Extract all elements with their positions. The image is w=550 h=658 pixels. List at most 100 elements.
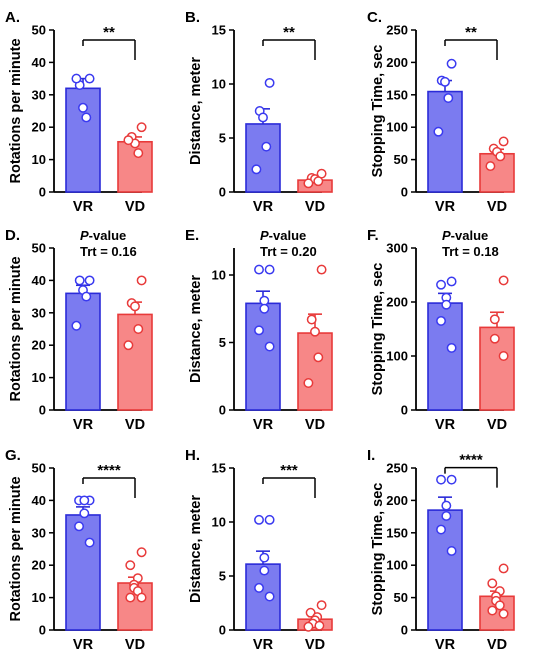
y-tick-label: 200 <box>386 295 408 310</box>
data-point <box>133 324 144 334</box>
x-tick-label: VR <box>73 199 94 215</box>
data-point <box>495 151 506 162</box>
data-point <box>446 58 457 69</box>
panel-label: H. <box>185 447 200 464</box>
y-tick-label: 10 <box>32 590 46 605</box>
x-tick-label: VD <box>487 637 507 653</box>
data-point <box>258 112 268 123</box>
data-point <box>314 620 325 631</box>
data-point <box>441 299 452 310</box>
data-point <box>71 320 82 331</box>
y-tick-label: 50 <box>32 241 46 256</box>
data-point <box>259 565 270 576</box>
data-point <box>136 547 147 558</box>
y-tick-label: 0 <box>219 403 226 418</box>
data-point <box>81 291 92 302</box>
y-tick-label: 0 <box>219 623 226 638</box>
data-point <box>81 112 92 123</box>
significance-stars: **** <box>459 452 483 469</box>
data-point <box>446 474 457 485</box>
data-point <box>446 276 457 287</box>
panel-label: G. <box>5 447 21 464</box>
y-tick-label: 100 <box>386 558 408 573</box>
x-tick-label: VR <box>253 637 274 653</box>
y-tick-label: 15 <box>212 461 226 476</box>
data-point <box>443 93 454 103</box>
data-point <box>264 514 275 525</box>
x-tick-label: VR <box>73 637 94 653</box>
data-point <box>251 164 262 175</box>
data-point <box>79 508 90 519</box>
data-point <box>498 563 509 574</box>
p-value-label: P-value <box>260 228 306 243</box>
x-tick-label: VD <box>487 199 507 215</box>
significance-stars: ** <box>465 24 477 41</box>
bar-vr <box>245 302 281 411</box>
y-tick-label: 0 <box>39 403 46 418</box>
y-tick-label: 0 <box>39 623 46 638</box>
data-point <box>441 511 452 521</box>
data-point <box>71 73 82 84</box>
y-tick-label: 0 <box>401 623 408 638</box>
y-tick-label: 300 <box>386 241 408 256</box>
y-tick-label: 5 <box>219 569 226 584</box>
data-point <box>441 500 452 511</box>
data-point <box>136 122 147 133</box>
y-axis-title: Rotations per minute <box>8 256 24 401</box>
data-point <box>489 333 500 344</box>
data-point <box>485 161 496 172</box>
y-tick-label: 10 <box>212 268 226 283</box>
y-tick-label: 5 <box>219 131 226 146</box>
p-value-trt: Trt = 0.18 <box>442 244 499 259</box>
data-point <box>436 279 446 290</box>
data-point <box>254 582 264 593</box>
bar-vd <box>117 140 153 193</box>
x-tick-label: VR <box>253 199 274 215</box>
p-value-label: P-value <box>442 228 488 243</box>
data-point <box>498 136 509 147</box>
x-tick-label: VR <box>253 417 274 433</box>
y-tick-label: 0 <box>219 185 226 200</box>
data-point <box>130 301 140 312</box>
data-point <box>316 264 327 275</box>
x-tick-label: VD <box>305 417 325 433</box>
data-point <box>74 275 85 286</box>
panel-d: D. Rotations per minute 0 10 20 30 40 50 VR VD P-v… <box>5 227 153 433</box>
data-point <box>436 315 446 326</box>
data-point <box>487 605 498 616</box>
data-point <box>259 303 270 314</box>
panel-a: A. Rotations per minute 0 10 20 30 40 50 VR VD ** <box>5 9 153 215</box>
data-point <box>313 352 324 363</box>
data-point <box>487 578 498 589</box>
panel-label: D. <box>5 227 20 244</box>
y-tick-label: 200 <box>386 55 408 70</box>
x-tick-label: VD <box>487 417 507 433</box>
panel-label: C. <box>367 9 382 26</box>
bar-vr <box>427 509 463 631</box>
data-point <box>498 351 509 361</box>
y-tick-label: 250 <box>386 461 408 476</box>
data-point <box>84 537 95 548</box>
y-tick-label: 30 <box>32 87 46 102</box>
data-point <box>136 592 147 603</box>
y-axis-title: Distance, meter <box>188 495 204 603</box>
data-point <box>436 474 446 485</box>
y-tick-label: 0 <box>401 185 408 200</box>
bar-vd <box>479 152 515 193</box>
data-point <box>264 591 275 602</box>
panel-label: A. <box>5 9 20 26</box>
y-tick-label: 150 <box>386 525 408 540</box>
y-tick-label: 5 <box>219 335 226 350</box>
y-tick-label: 20 <box>32 338 46 353</box>
bar-vr <box>65 514 101 631</box>
panel-c: C. Stopping Time, sec 0 50 100 150 200 250 VR VD *… <box>367 9 515 215</box>
data-point <box>264 264 275 275</box>
y-tick-label: 50 <box>394 590 408 605</box>
y-axis-title: Distance, meter <box>188 275 204 383</box>
data-point <box>303 178 314 189</box>
data-point <box>125 592 136 603</box>
y-tick-label: 150 <box>386 87 408 102</box>
data-point <box>259 295 270 306</box>
data-point <box>498 608 509 619</box>
significance-stars: ** <box>103 24 115 41</box>
